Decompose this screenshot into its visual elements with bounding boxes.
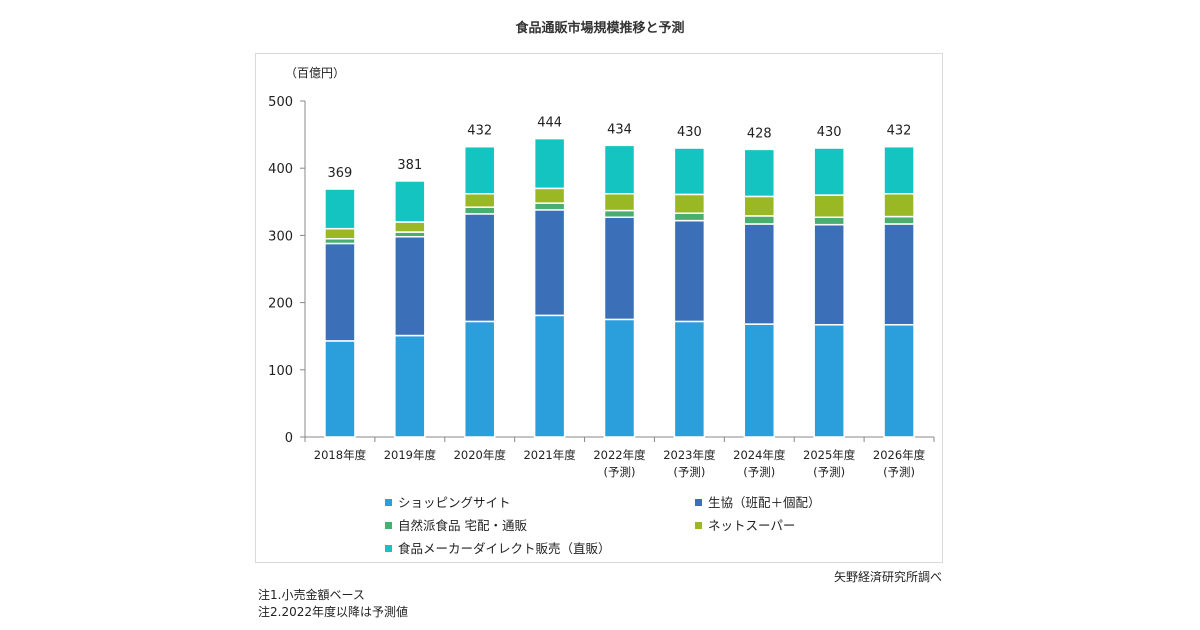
- value-labels: 369 381 432 444 434 430 428 430 432: [328, 116, 912, 181]
- bar-segment: [394, 221, 426, 233]
- total-value-label: 369: [328, 166, 353, 181]
- total-value-label: 432: [467, 124, 492, 139]
- y-axis-unit-label: （百億円）: [285, 66, 345, 80]
- bar-segment: [743, 223, 776, 325]
- bar-segment: [813, 223, 845, 326]
- bar-segment: [463, 192, 496, 208]
- category-label: 2025年度: [803, 448, 856, 462]
- note-1: 注1.小売金額ベース: [258, 588, 365, 602]
- bar-segment: [463, 145, 496, 195]
- total-value-label: 428: [747, 126, 772, 141]
- bar-segment: [324, 227, 356, 240]
- legend-label: ショッピングサイト: [398, 495, 511, 510]
- y-tick-label: 500: [268, 95, 293, 110]
- bar-segment: [673, 320, 706, 438]
- category-label: (予測): [604, 465, 636, 479]
- bar-segment: [394, 235, 426, 337]
- category-labels: 2018年度 2019年度 2020年度 2021年度 2022年度 (予測) 2023年度…: [314, 448, 926, 479]
- legend-swatch: [385, 545, 392, 552]
- category-label: 2026年度: [873, 448, 926, 462]
- category-label: 2021年度: [523, 448, 576, 462]
- bar-segment: [533, 314, 566, 438]
- legend-swatch: [385, 522, 392, 529]
- bar-segment: [603, 192, 636, 212]
- category-label: 2019年度: [384, 448, 437, 462]
- bar-segment: [813, 194, 845, 219]
- bar-segment: [533, 137, 566, 190]
- bar-segment: [813, 324, 845, 438]
- legend-item: 生協（班配＋個配）: [695, 495, 821, 510]
- y-tick-label: 0: [285, 431, 293, 446]
- legend-item: 自然派食品 宅配・通販: [385, 518, 527, 533]
- bar-segment: [813, 147, 845, 196]
- chart-title: 食品通販市場規模推移と予測: [515, 21, 685, 36]
- category-label: 2018年度: [314, 448, 367, 462]
- bar-segment: [533, 202, 566, 211]
- legend-swatch: [695, 499, 702, 506]
- y-tick-label: 300: [268, 229, 293, 244]
- bar-segment: [394, 180, 426, 223]
- bar-segment: [883, 192, 915, 218]
- bar-segment: [673, 212, 706, 222]
- category-label: (予測): [743, 465, 775, 479]
- total-value-label: 430: [677, 125, 702, 140]
- bar-segment: [533, 209, 566, 317]
- total-value-label: 434: [607, 122, 632, 137]
- bar-segment: [813, 216, 845, 226]
- bar-segment: [324, 188, 356, 230]
- category-label: 2023年度: [663, 448, 716, 462]
- note-2: 注2.2022年度以降は予測値: [258, 605, 408, 619]
- total-value-label: 430: [817, 125, 842, 140]
- category-label: (予測): [883, 465, 915, 479]
- legend: ショッピングサイト 生協（班配＋個配） 自然派食品 宅配・通販 ネットスーパー食品メー…: [385, 495, 821, 556]
- bars: [324, 137, 915, 438]
- bar-segment: [603, 318, 636, 438]
- source-credit: 矢野経済研究所調べ: [833, 570, 942, 584]
- bar-segment: [883, 324, 915, 438]
- legend-item: 食品メーカーダイレクト販売（直販）: [385, 541, 611, 556]
- legend-label: ネットスーパー: [708, 518, 795, 533]
- bar-segment: [743, 148, 776, 198]
- bar-segment: [883, 145, 915, 195]
- bar-segment: [603, 209, 636, 219]
- bar-segment: [743, 323, 776, 438]
- total-value-label: 444: [537, 116, 562, 131]
- bar-segment: [324, 242, 356, 342]
- category-label: (予測): [813, 465, 845, 479]
- y-tick-label: 100: [268, 364, 293, 379]
- category-label: (予測): [673, 465, 705, 479]
- bar-segment: [883, 215, 915, 225]
- total-value-label: 432: [887, 124, 912, 139]
- y-tick-label: 200: [268, 297, 293, 312]
- category-label: 2020年度: [454, 448, 507, 462]
- category-label: 2024年度: [733, 448, 786, 462]
- bar-segment: [603, 216, 636, 321]
- legend-swatch: [695, 522, 702, 529]
- legend-item: ショッピングサイト: [385, 495, 511, 510]
- legend-label: 生協（班配＋個配）: [708, 495, 821, 510]
- bar-segment: [673, 147, 706, 196]
- bar-segment: [603, 144, 636, 195]
- bar-segment: [533, 187, 566, 204]
- legend-label: 食品メーカーダイレクト販売（直販）: [398, 541, 611, 556]
- total-value-label: 381: [397, 158, 422, 173]
- chart-frame: [255, 53, 943, 563]
- legend-label: 自然派食品 宅配・通販: [398, 518, 527, 533]
- bar-segment: [463, 206, 496, 215]
- bar-segment: [673, 193, 706, 214]
- bar-segment: [743, 195, 776, 217]
- category-label: 2022年度: [593, 448, 646, 462]
- bar-segment: [463, 213, 496, 323]
- bar-segment: [324, 340, 356, 438]
- bar-segment: [743, 215, 776, 225]
- bar-segment: [883, 223, 915, 326]
- legend-item: ネットスーパー: [695, 518, 795, 533]
- bar-segment: [673, 219, 706, 323]
- bar-segment: [394, 334, 426, 438]
- y-tick-label: 400: [268, 162, 293, 177]
- bar-segment: [463, 320, 496, 438]
- legend-swatch: [385, 499, 392, 506]
